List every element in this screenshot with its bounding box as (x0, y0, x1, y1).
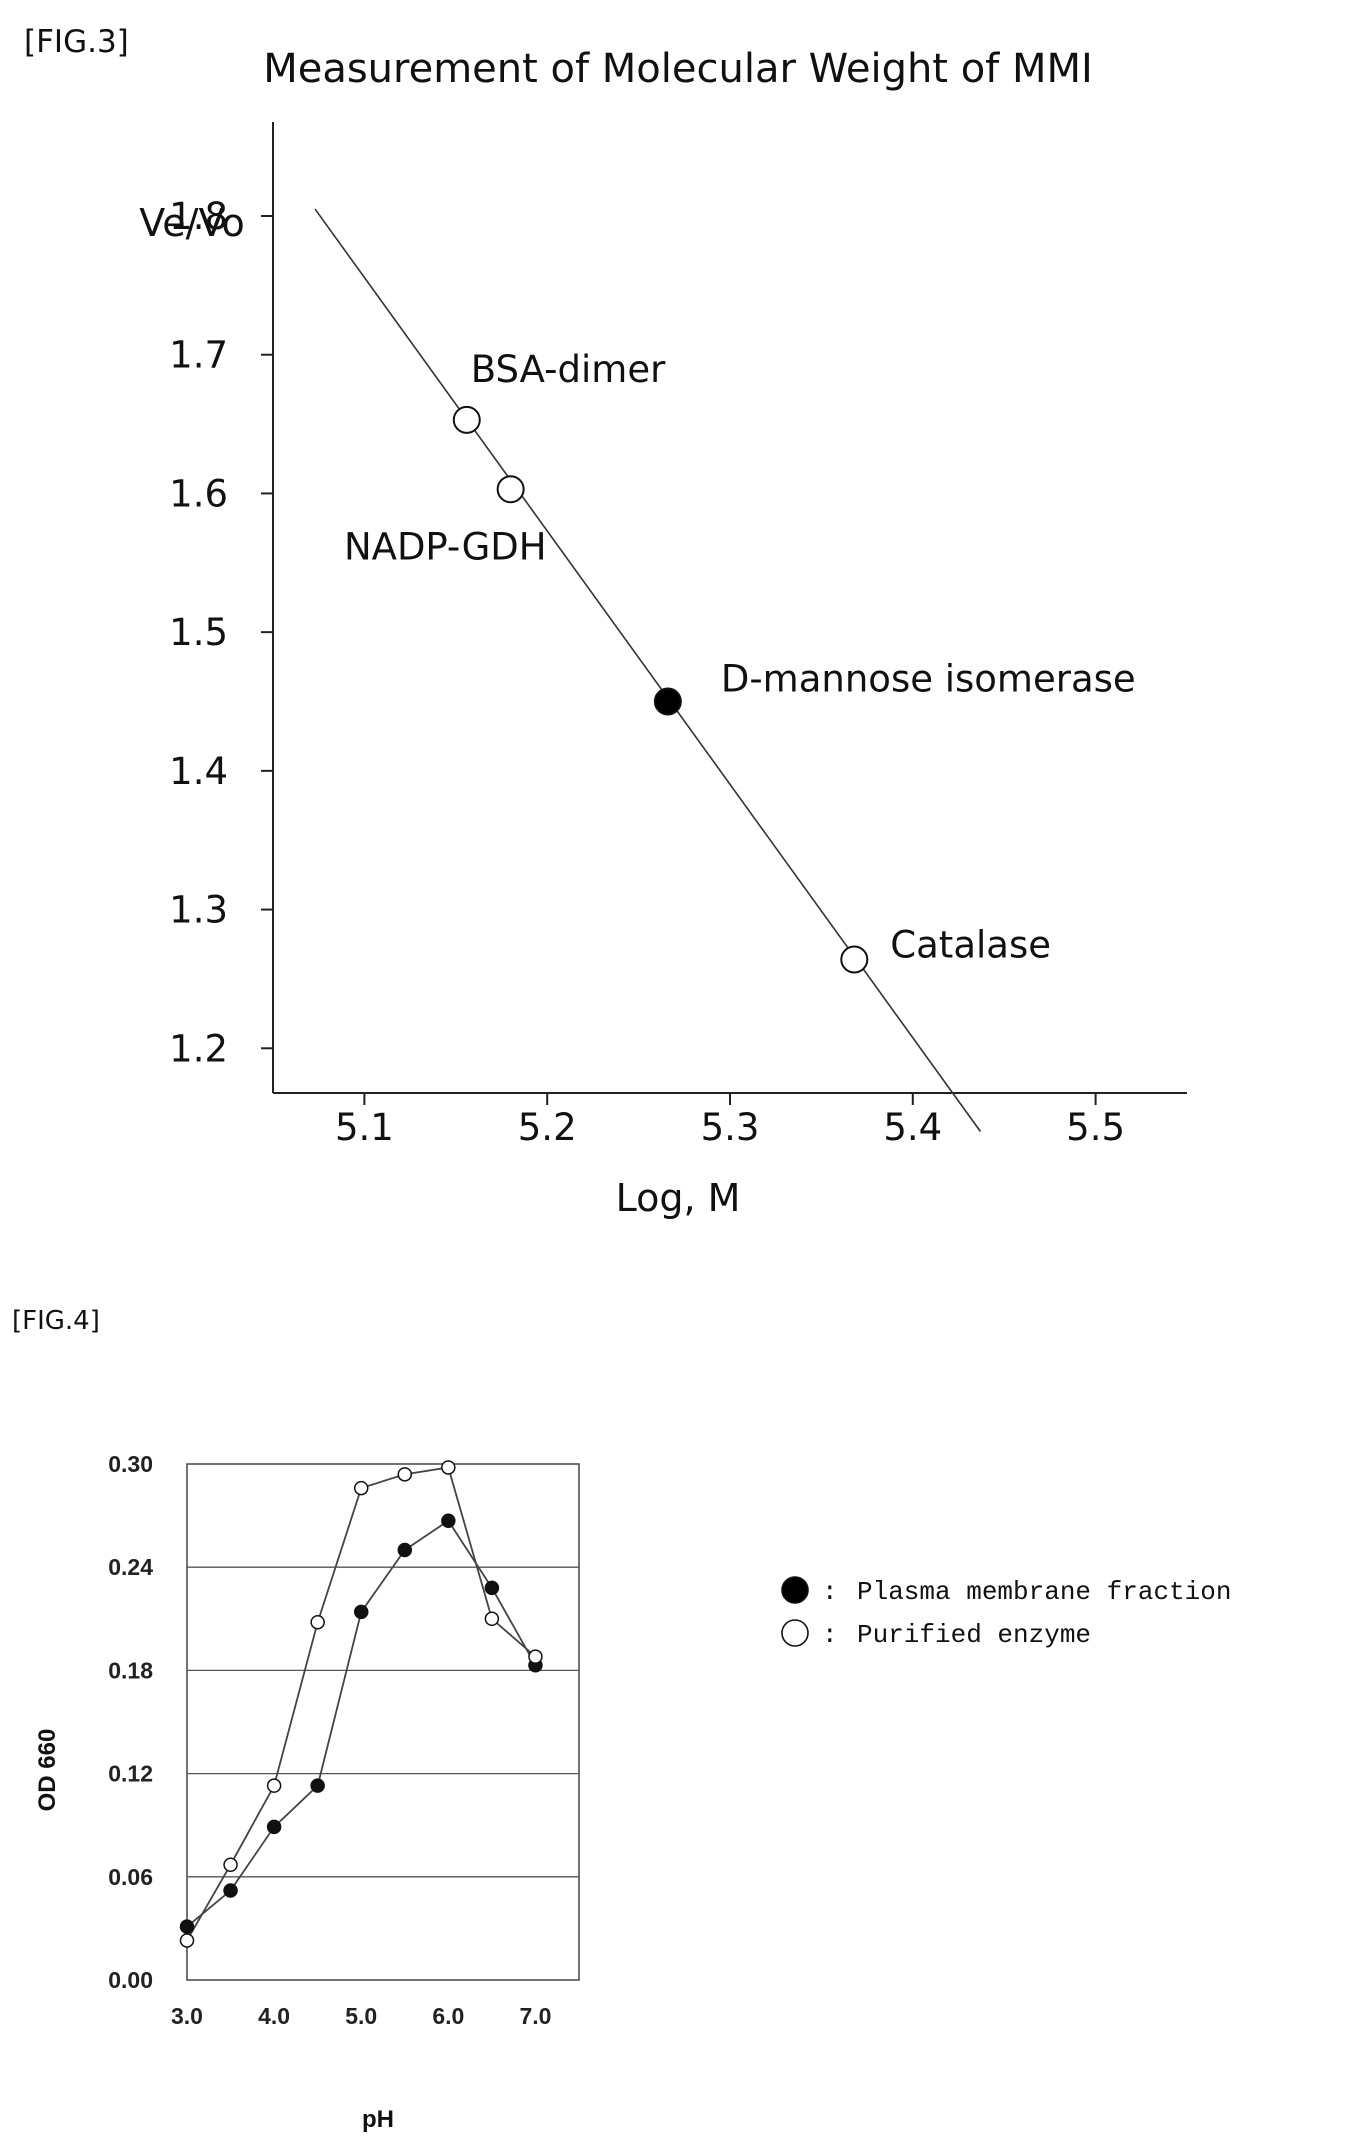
fig3-point-label-d-mannose-isomerase: D-mannose isomerase (721, 658, 1136, 701)
fig4-x-axis-label: pH (362, 2106, 394, 2133)
fig4-point-purified-enzyme (397, 1467, 413, 1482)
fig4-x-tick-label: 4.0 (258, 2003, 290, 2029)
fig3-point-nadp-gdh (496, 475, 525, 504)
fig3-y-tick-label: 1.8 (169, 195, 228, 238)
fig4-y-tick-label: 0.12 (108, 1761, 153, 1787)
fig4-point-purified-enzyme (528, 1649, 543, 1664)
fig4-point-plasma-membrane-fraction (397, 1542, 413, 1558)
fig3-point-bsa-dimer (452, 405, 481, 434)
fig4-point-plasma-membrane-fraction (441, 1513, 456, 1529)
fig3-x-ticks: 5.1 5.2 5.3 5.4 5.5 (335, 1093, 1125, 1149)
fig4-legend: : Plasma membrane fraction: Purified enzym… (781, 1576, 1231, 1650)
fig3-x-tick-label: 5.1 (335, 1106, 394, 1149)
fig3-y-tick-label: 1.5 (169, 611, 228, 654)
fig3-label: [FIG.3] (24, 24, 129, 60)
fig3-points (452, 405, 869, 974)
fig4-point-plasma-membrane-fraction (353, 1604, 369, 1620)
fig4-legend-marker-purified-enzyme (781, 1619, 809, 1647)
fig4-y-tick-label: 0.18 (108, 1657, 153, 1683)
fig3-y-tick-label: 1.2 (169, 1027, 228, 1070)
fig3-y-tick-label: 1.7 (169, 334, 228, 377)
fig4-y-tick-label: 0.24 (108, 1554, 153, 1580)
fig4-x-tick-label: 5.0 (345, 2003, 377, 2029)
fig4-y-ticks: 0.30 0.24 0.18 0.12 0.06 0.00 (108, 1451, 153, 1993)
fig4-legend-separator: : (822, 1577, 838, 1607)
fig3-y-ticks: 1.8 1.7 1.6 1.5 1.4 1.3 1.2 (169, 195, 273, 1070)
fig3-y-axis-label: Ve/Vo (139, 201, 245, 245)
fig3-point-labels: BSA-dimer NADP-GDH D-mannose isomerase Cata… (344, 348, 1136, 967)
fig3-fit-line (314, 208, 982, 1132)
fig4-point-plasma-membrane-fraction (223, 1883, 238, 1898)
fig4-point-purified-enzyme (266, 1778, 282, 1793)
fig4-series (179, 1460, 543, 1948)
fig4-point-purified-enzyme (353, 1480, 369, 1496)
fig4-point-plasma-membrane-fraction (310, 1778, 325, 1793)
fig3-chart: [FIG.3] Measurement of Molecular Weight … (24, 24, 1187, 1220)
fig3-x-tick-label: 5.2 (518, 1106, 577, 1149)
fig4-chart: [FIG.4] 0.30 0.24 0.18 0.12 0.06 0.00 3.0 4.0 5… (12, 1306, 1231, 2133)
fig3-title: Measurement of Molecular Weight of MMI (263, 46, 1093, 92)
fig4-x-ticks: 3.0 4.0 5.0 6.0 7.0 (171, 2003, 551, 2029)
fig4-legend-marker-plasma-membrane-fraction (781, 1576, 809, 1604)
fig4-point-plasma-membrane-fraction (484, 1580, 500, 1596)
fig4-y-axis-label: OD 660 (34, 1729, 61, 1812)
fig3-y-tick-label: 1.3 (169, 889, 228, 932)
fig3-point-d-mannose-isomerase (653, 687, 682, 716)
fig4-point-purified-enzyme (179, 1933, 195, 1948)
fig4-series-line-purified-enzyme (186, 1466, 537, 1941)
fig4-legend-separator: : (822, 1620, 838, 1650)
fig3-x-axis-label: Log, M (616, 1176, 741, 1220)
fig4-point-purified-enzyme (223, 1857, 238, 1873)
fig4-plot-frame (186, 1463, 580, 1981)
fig4-x-tick-label: 6.0 (432, 2003, 464, 2029)
fig3-point-catalase (840, 945, 869, 974)
fig4-point-plasma-membrane-fraction (179, 1919, 195, 1934)
fig3-point-label-nadp-gdh: NADP-GDH (344, 525, 547, 568)
fig4-gridlines (187, 1566, 579, 1878)
fig4-point-purified-enzyme (441, 1460, 456, 1475)
fig3-x-tick-label: 5.5 (1066, 1106, 1125, 1149)
fig3-x-tick-label: 5.3 (701, 1106, 760, 1149)
fig3-y-tick-label: 1.4 (169, 750, 228, 793)
fig4-y-tick-label: 0.00 (108, 1967, 153, 1993)
fig3-point-label-catalase: Catalase (890, 924, 1051, 967)
fig4-legend-label-plasma-membrane-fraction: Plasma membrane fraction (857, 1577, 1231, 1607)
fig3-x-tick-label: 5.4 (883, 1106, 942, 1149)
fig4-y-tick-label: 0.06 (108, 1864, 153, 1890)
fig4-x-tick-label: 3.0 (171, 2003, 203, 2029)
fig4-x-tick-label: 7.0 (519, 2003, 551, 2029)
fig4-point-purified-enzyme (484, 1611, 500, 1627)
fig3-point-label-bsa-dimer: BSA-dimer (471, 348, 666, 391)
fig4-legend-label-purified-enzyme: Purified enzyme (857, 1620, 1091, 1650)
fig3-y-tick-label: 1.6 (169, 472, 228, 515)
fig4-y-tick-label: 0.30 (108, 1451, 153, 1477)
fig4-point-purified-enzyme (310, 1614, 325, 1630)
fig4-series-line-plasma-membrane-fraction (186, 1519, 537, 1928)
fig4-point-plasma-membrane-fraction (266, 1819, 282, 1835)
fig4-label: [FIG.4] (12, 1306, 100, 1336)
